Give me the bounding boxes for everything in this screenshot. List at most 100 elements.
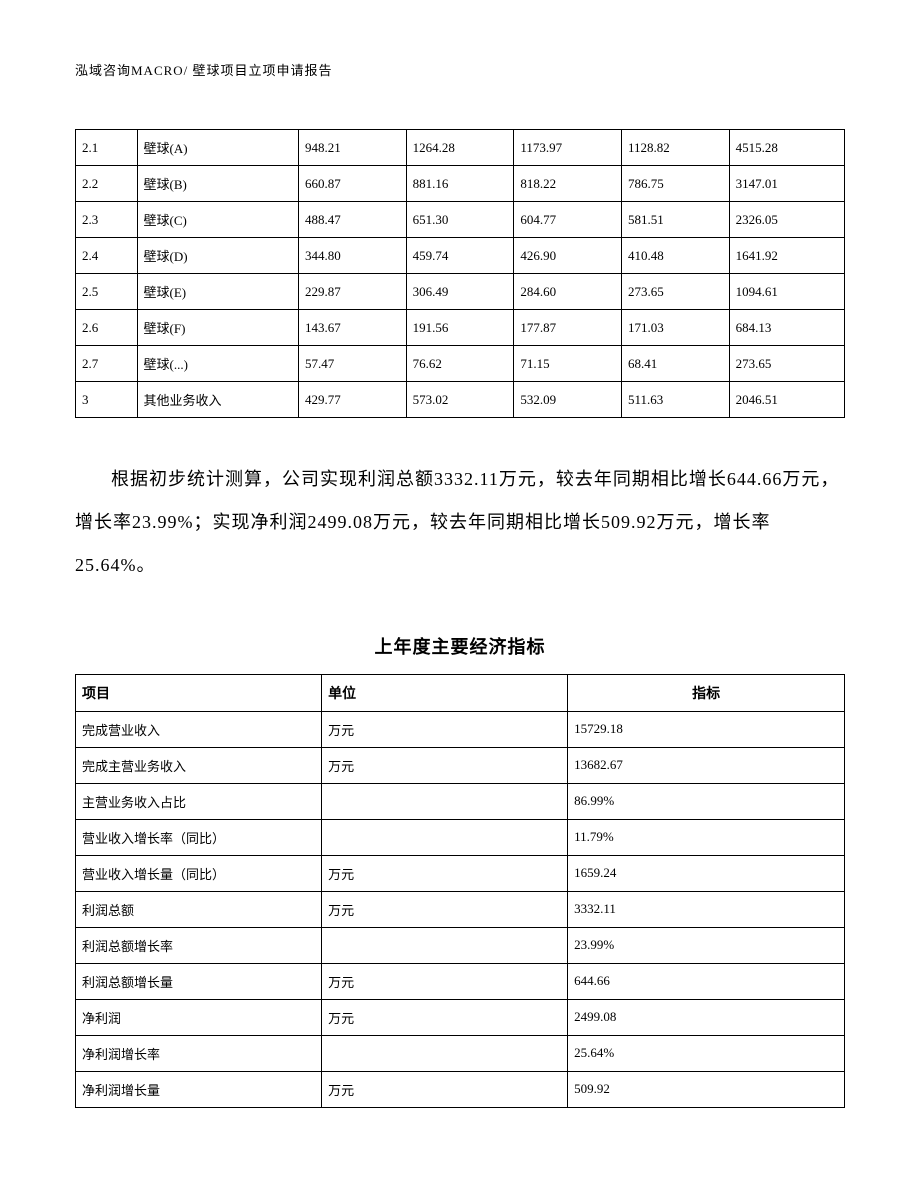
table-header-cell: 指标 <box>568 674 845 711</box>
table-cell: 881.16 <box>406 166 514 202</box>
table-cell: 2.5 <box>76 274 138 310</box>
table-cell: 68.41 <box>621 346 729 382</box>
table-cell: 4515.28 <box>729 130 844 166</box>
economic-indicators-table: 项目 单位 指标 完成营业收入 万元 15729.18 完成主营业务收入 万元 … <box>75 674 845 1108</box>
table-cell: 171.03 <box>621 310 729 346</box>
table-cell: 万元 <box>322 855 568 891</box>
table-header-cell: 单位 <box>322 674 568 711</box>
page-header: 泓域咨询MACRO/ 壁球项目立项申请报告 <box>75 60 845 79</box>
table-cell: 万元 <box>322 1071 568 1107</box>
table-row: 2.4 壁球(D) 344.80 459.74 426.90 410.48 16… <box>76 238 845 274</box>
table-cell: 营业收入增长量（同比） <box>76 855 322 891</box>
table-row: 主营业务收入占比 86.99% <box>76 783 845 819</box>
table-row: 营业收入增长率（同比） 11.79% <box>76 819 845 855</box>
table-cell: 410.48 <box>621 238 729 274</box>
header-text: 泓域咨询MACRO/ 壁球项目立项申请报告 <box>75 63 333 78</box>
table-cell: 684.13 <box>729 310 844 346</box>
table-cell: 488.47 <box>299 202 407 238</box>
table-cell: 壁球(B) <box>137 166 298 202</box>
table-cell: 1094.61 <box>729 274 844 310</box>
table-cell: 948.21 <box>299 130 407 166</box>
table-row: 2.6 壁球(F) 143.67 191.56 177.87 171.03 68… <box>76 310 845 346</box>
table-cell: 万元 <box>322 711 568 747</box>
table-cell: 2.6 <box>76 310 138 346</box>
table-cell: 1128.82 <box>621 130 729 166</box>
table-cell: 万元 <box>322 963 568 999</box>
table-header-cell: 项目 <box>76 674 322 711</box>
table-cell: 壁球(A) <box>137 130 298 166</box>
product-revenue-table: 2.1 壁球(A) 948.21 1264.28 1173.97 1128.82… <box>75 129 845 418</box>
table-cell: 71.15 <box>514 346 622 382</box>
table-cell: 818.22 <box>514 166 622 202</box>
table-cell: 57.47 <box>299 346 407 382</box>
table-row: 净利润 万元 2499.08 <box>76 999 845 1035</box>
table-cell: 284.60 <box>514 274 622 310</box>
table-row: 2.5 壁球(E) 229.87 306.49 284.60 273.65 10… <box>76 274 845 310</box>
table-cell: 509.92 <box>568 1071 845 1107</box>
table-row: 净利润增长率 25.64% <box>76 1035 845 1071</box>
table-cell: 3147.01 <box>729 166 844 202</box>
table-cell: 604.77 <box>514 202 622 238</box>
table-row: 利润总额增长量 万元 644.66 <box>76 963 845 999</box>
table-cell: 191.56 <box>406 310 514 346</box>
table-row: 净利润增长量 万元 509.92 <box>76 1071 845 1107</box>
summary-paragraph: 根据初步统计测算，公司实现利润总额3332.11万元，较去年同期相比增长644.… <box>75 458 845 588</box>
table-cell: 1173.97 <box>514 130 622 166</box>
table-row: 利润总额 万元 3332.11 <box>76 891 845 927</box>
table2-body: 完成营业收入 万元 15729.18 完成主营业务收入 万元 13682.67 … <box>76 711 845 1107</box>
table-cell <box>322 819 568 855</box>
table-header-row: 项目 单位 指标 <box>76 674 845 711</box>
table-cell: 完成主营业务收入 <box>76 747 322 783</box>
table-cell: 2046.51 <box>729 382 844 418</box>
table-cell: 壁球(F) <box>137 310 298 346</box>
table-row: 2.2 壁球(B) 660.87 881.16 818.22 786.75 31… <box>76 166 845 202</box>
table-cell: 429.77 <box>299 382 407 418</box>
table-cell: 532.09 <box>514 382 622 418</box>
table-row: 利润总额增长率 23.99% <box>76 927 845 963</box>
table-cell: 11.79% <box>568 819 845 855</box>
table-cell: 23.99% <box>568 927 845 963</box>
table-cell: 306.49 <box>406 274 514 310</box>
table2-head: 项目 单位 指标 <box>76 674 845 711</box>
table-cell: 利润总额增长量 <box>76 963 322 999</box>
table-cell: 其他业务收入 <box>137 382 298 418</box>
table-cell: 3 <box>76 382 138 418</box>
table-cell: 净利润增长率 <box>76 1035 322 1071</box>
table-row: 完成营业收入 万元 15729.18 <box>76 711 845 747</box>
table-cell: 1659.24 <box>568 855 845 891</box>
table-cell: 壁球(D) <box>137 238 298 274</box>
table-cell: 2499.08 <box>568 999 845 1035</box>
table-cell: 万元 <box>322 891 568 927</box>
table-row: 3 其他业务收入 429.77 573.02 532.09 511.63 204… <box>76 382 845 418</box>
table-cell: 273.65 <box>621 274 729 310</box>
table-cell: 主营业务收入占比 <box>76 783 322 819</box>
table-cell: 581.51 <box>621 202 729 238</box>
table-cell: 2.2 <box>76 166 138 202</box>
table-cell: 511.63 <box>621 382 729 418</box>
table-row: 2.1 壁球(A) 948.21 1264.28 1173.97 1128.82… <box>76 130 845 166</box>
table-cell: 2.7 <box>76 346 138 382</box>
table-cell: 786.75 <box>621 166 729 202</box>
table-cell: 净利润 <box>76 999 322 1035</box>
table-cell: 273.65 <box>729 346 844 382</box>
table-cell: 利润总额增长率 <box>76 927 322 963</box>
table-cell: 25.64% <box>568 1035 845 1071</box>
table-cell: 3332.11 <box>568 891 845 927</box>
table-cell: 15729.18 <box>568 711 845 747</box>
table-cell: 万元 <box>322 999 568 1035</box>
table-cell: 459.74 <box>406 238 514 274</box>
table-cell: 644.66 <box>568 963 845 999</box>
table-row: 完成主营业务收入 万元 13682.67 <box>76 747 845 783</box>
table-cell: 壁球(...) <box>137 346 298 382</box>
table-cell: 86.99% <box>568 783 845 819</box>
table-cell: 完成营业收入 <box>76 711 322 747</box>
table-cell: 净利润增长量 <box>76 1071 322 1107</box>
table2-title: 上年度主要经济指标 <box>75 633 845 659</box>
table-cell: 壁球(E) <box>137 274 298 310</box>
table-row: 2.3 壁球(C) 488.47 651.30 604.77 581.51 23… <box>76 202 845 238</box>
table-cell: 344.80 <box>299 238 407 274</box>
table-cell <box>322 1035 568 1071</box>
table-cell: 143.67 <box>299 310 407 346</box>
table-cell: 2.1 <box>76 130 138 166</box>
table-cell: 229.87 <box>299 274 407 310</box>
